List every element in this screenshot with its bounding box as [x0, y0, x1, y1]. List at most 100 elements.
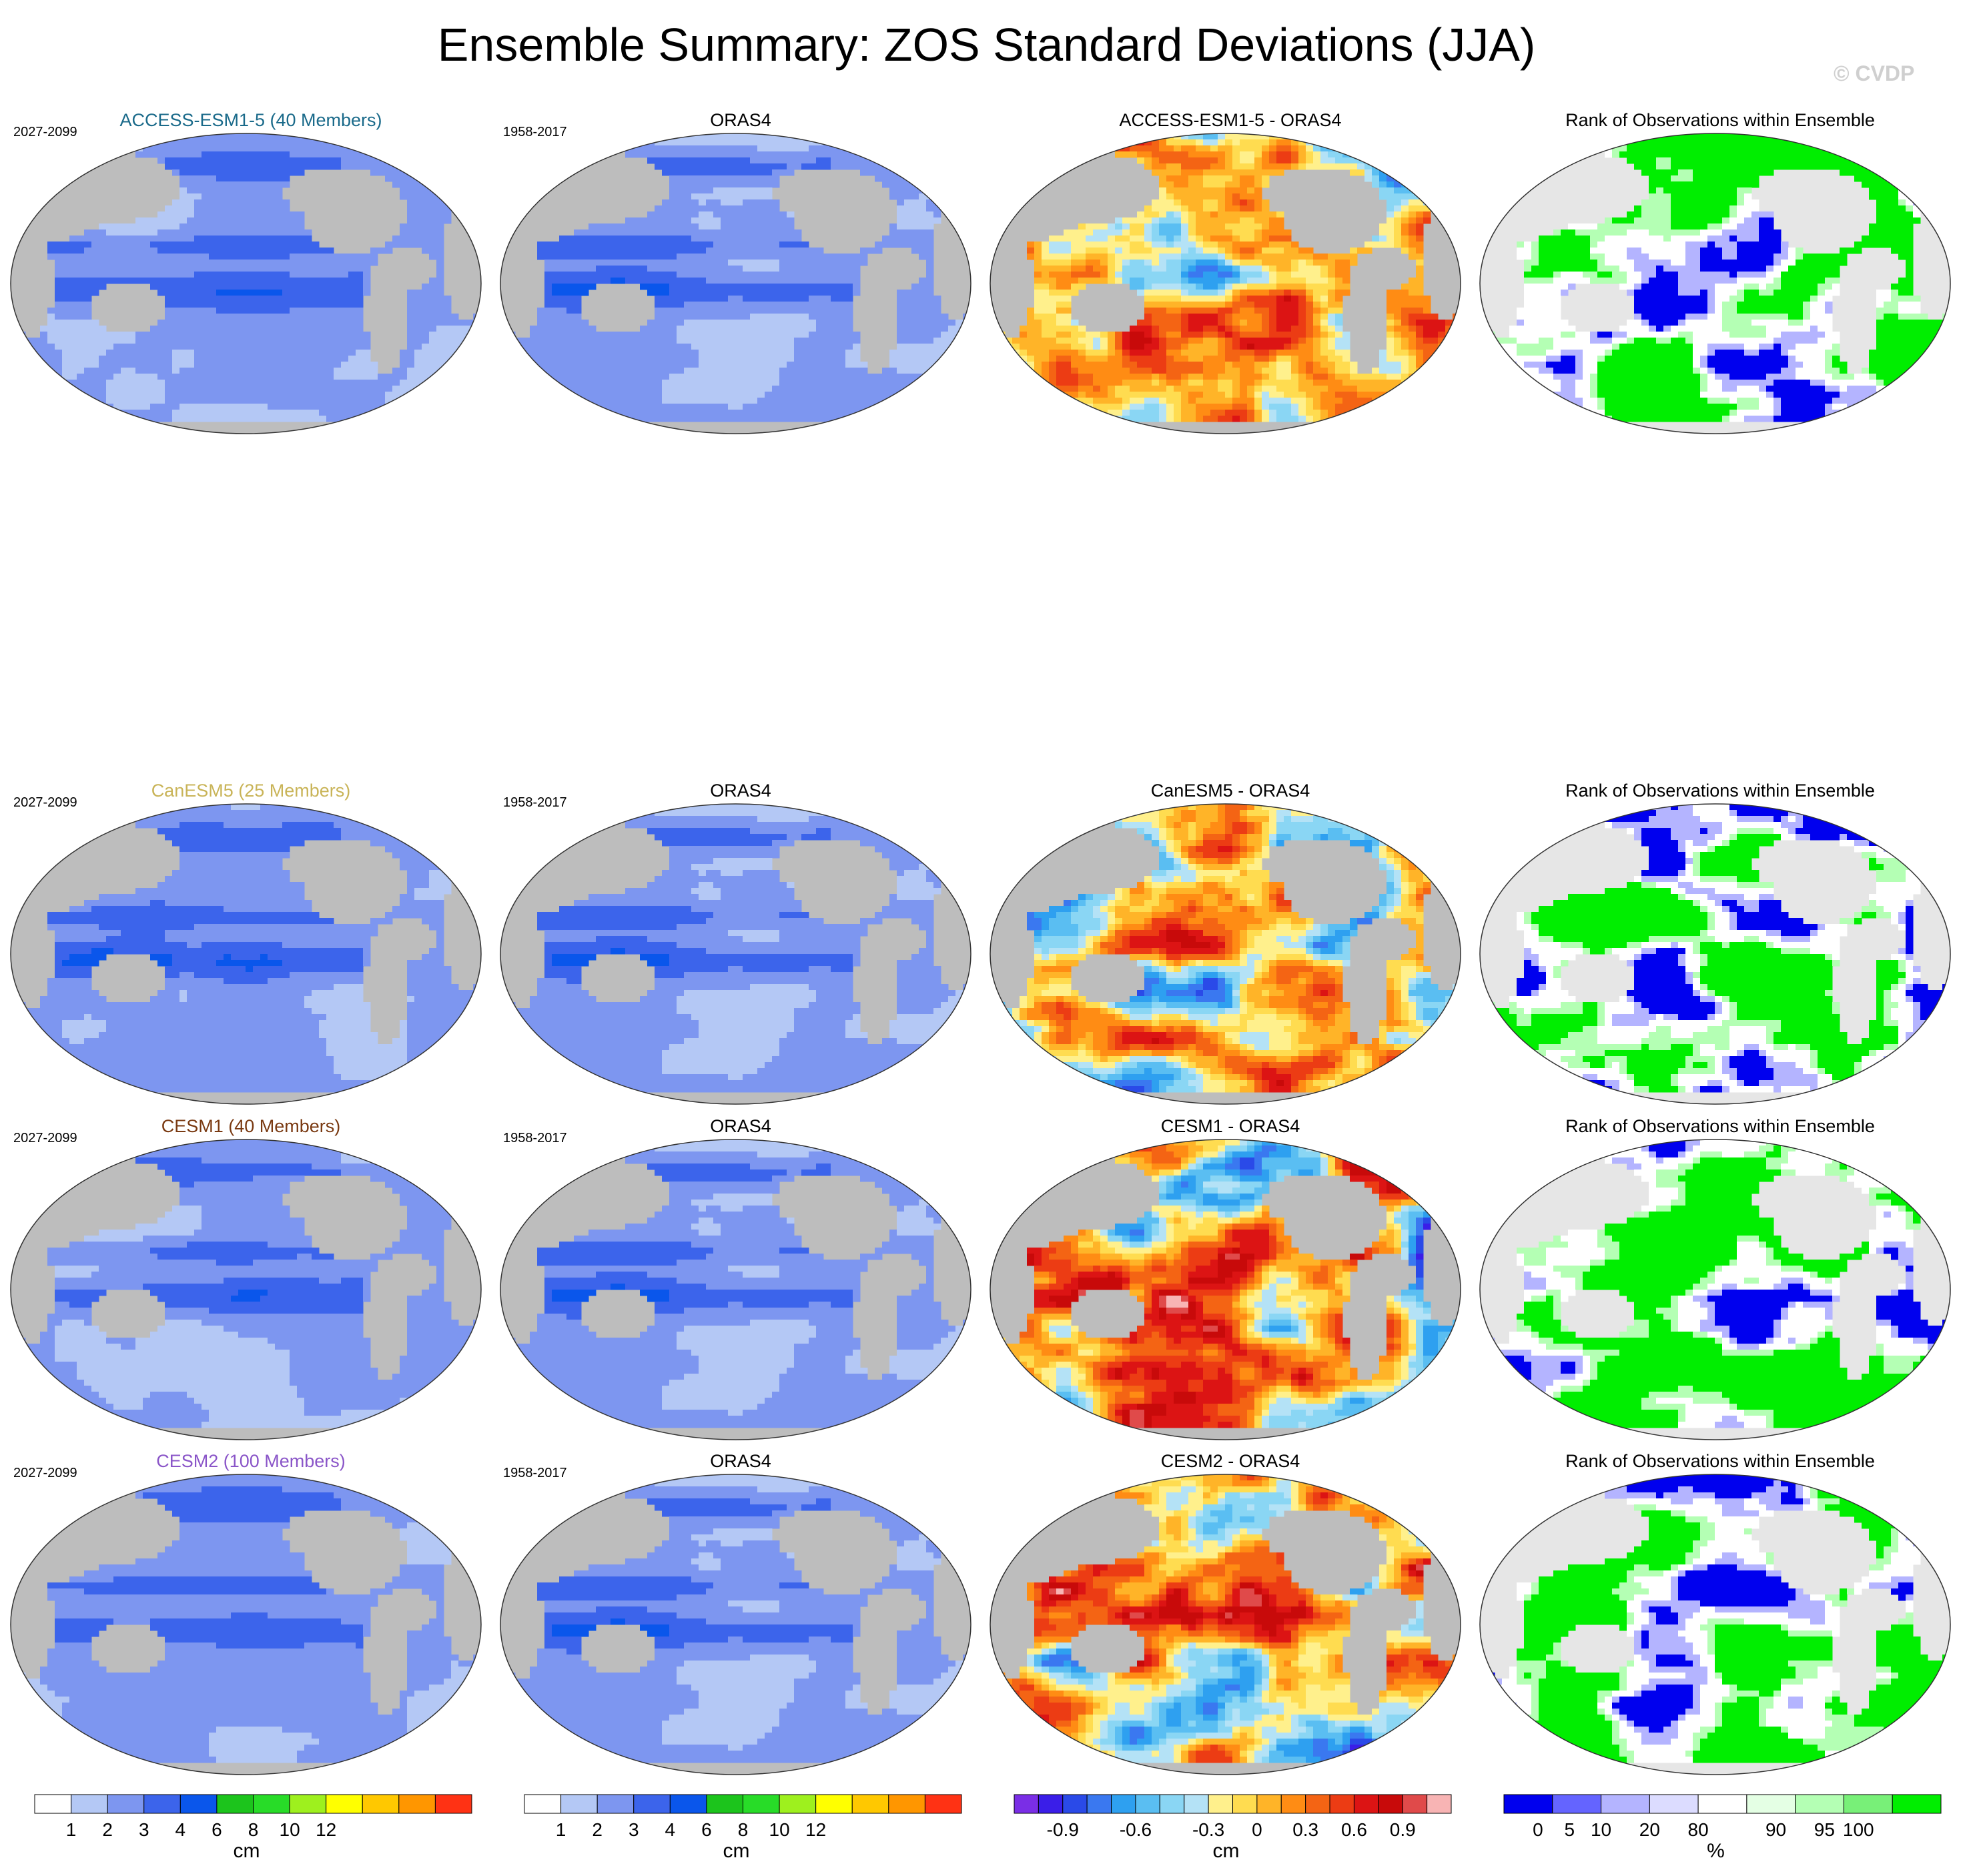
obs-panel-title: ORAS4: [500, 779, 981, 802]
colorbar-swatch: [326, 1794, 363, 1814]
model-panel-period: 2027-2099: [13, 1130, 77, 1146]
obs-panel-period: 1958-2017: [503, 1465, 567, 1481]
model-panel-map: [10, 1139, 482, 1440]
colorbar-swatch: [253, 1794, 290, 1814]
colorbar-unit: %: [1707, 1840, 1725, 1862]
obs-panel-title: ORAS4: [500, 109, 981, 131]
colorbar-tick-label: 6: [212, 1819, 222, 1840]
colorbar-swatch: [597, 1794, 635, 1814]
diff-panel-title: CESM1 - ORAS4: [990, 1115, 1471, 1137]
colorbar-tick-label: 0.9: [1390, 1819, 1416, 1840]
rank-panel-map: [1479, 133, 1951, 434]
colorbar-swatch: [1184, 1794, 1209, 1814]
rank-panel-map: [1479, 1474, 1951, 1775]
colorbar-swatch: [289, 1794, 327, 1814]
colorbar-swatch: [1892, 1794, 1942, 1814]
colorbar-tick-label: 8: [248, 1819, 259, 1840]
obs-panel-period: 1958-2017: [503, 795, 567, 811]
diff-panel-title: CESM2 - ORAS4: [990, 1450, 1471, 1472]
colorbar-tick-label: 80: [1688, 1819, 1709, 1840]
colorbar-tick-label: 0: [1533, 1819, 1543, 1840]
diff-panel-title: ACCESS-ESM1-5 - ORAS4: [990, 109, 1471, 131]
map-field: [11, 1139, 481, 1440]
colorbar-unit: cm: [1213, 1840, 1240, 1862]
colorbar-swatch: [888, 1794, 925, 1814]
page-title: Ensemble Summary: ZOS Standard Deviation…: [0, 15, 1973, 75]
obs-panel-title: ORAS4: [500, 1115, 981, 1137]
colorbar-tick-label: 8: [738, 1819, 749, 1840]
colorbar-tick-label: 10: [280, 1819, 300, 1840]
colorbar-tick-label: -0.6: [1120, 1819, 1152, 1840]
colorbar-tick-label: 3: [629, 1819, 639, 1840]
colorbar-tick-label: 0.6: [1341, 1819, 1367, 1840]
colorbar-swatch: [1795, 1794, 1844, 1814]
colorbar-swatch: [216, 1794, 254, 1814]
colorbar-tick-label: 20: [1639, 1819, 1660, 1840]
rank-panel-title: Rank of Observations within Ensemble: [1480, 779, 1960, 802]
colorbar-swatch: [1746, 1794, 1796, 1814]
obs-panel-period: 1958-2017: [503, 1130, 567, 1146]
colorbar-swatch: [1014, 1794, 1039, 1814]
diff-panel-map: [990, 803, 1461, 1105]
colorbar-swatch: [1353, 1794, 1379, 1814]
colorbar-tick-label: 3: [139, 1819, 149, 1840]
diff-panel-map: [990, 1139, 1461, 1440]
map-field: [1480, 1474, 1950, 1775]
colorbar-swatch: [362, 1794, 400, 1814]
colorbar-swatch: [1601, 1794, 1650, 1814]
colorbar-tick-label: 4: [175, 1819, 186, 1840]
model-panel-title: CanESM5 (25 Members): [11, 779, 491, 802]
map-field: [500, 1139, 971, 1440]
colorbar-swatch: [779, 1794, 817, 1814]
map-field: [990, 1139, 1461, 1440]
rank-panel-title: Rank of Observations within Ensemble: [1480, 1115, 1960, 1137]
map-field: [1480, 1139, 1950, 1440]
colorbar-tick-label: -0.9: [1047, 1819, 1079, 1840]
colorbar-swatch: [924, 1794, 962, 1814]
colorbar-swatch: [1232, 1794, 1258, 1814]
rank-panel-map: [1479, 1139, 1951, 1440]
map-field: [11, 804, 481, 1104]
colorbar-tick-label: 12: [805, 1819, 826, 1840]
colorbar-swatch: [71, 1794, 108, 1814]
model-panel-map: [10, 803, 482, 1105]
colorbar-tick-label: 4: [665, 1819, 676, 1840]
colorbar-swatch: [1378, 1794, 1403, 1814]
map-field: [990, 804, 1461, 1104]
model-panel-period: 2027-2099: [13, 1465, 77, 1481]
colorbar-swatch: [143, 1794, 181, 1814]
cvdp-watermark: © CVDP: [1834, 61, 1914, 86]
colorbar-swatch: [434, 1794, 472, 1814]
model-panel-title: CESM2 (100 Members): [11, 1450, 491, 1472]
colorbar-diff: -0.9 -0.6 -0.3 0 0.3 0.6 0.9 cm: [1014, 1794, 1452, 1862]
colorbar-swatch: [560, 1794, 598, 1814]
colorbar-swatch: [669, 1794, 707, 1814]
colorbar-swatch: [1402, 1794, 1428, 1814]
rank-panel-map: [1479, 803, 1951, 1105]
colorbar-tick-label: 2: [592, 1819, 603, 1840]
model-panel-title: CESM1 (40 Members): [11, 1115, 491, 1137]
model-panel-title: ACCESS-ESM1-5 (40 Members): [11, 109, 491, 131]
map-field: [990, 133, 1461, 434]
colorbar-swatch: [524, 1794, 562, 1814]
colorbar-swatch: [1280, 1794, 1306, 1814]
obs-panel-map: [500, 803, 971, 1105]
colorbar-swatch: [1256, 1794, 1282, 1814]
colorbar-swatch: [1503, 1794, 1553, 1814]
colorbar-tick-label: 95: [1814, 1819, 1835, 1840]
colorbar-unit: cm: [723, 1840, 750, 1862]
map-field: [1480, 133, 1950, 434]
colorbar-swatch: [1208, 1794, 1234, 1814]
colorbar-tick-label: 1: [556, 1819, 566, 1840]
colorbar-swatch: [706, 1794, 743, 1814]
colorbar-tick-label: 12: [316, 1819, 336, 1840]
colorbar-tick-label: 0.3: [1292, 1819, 1318, 1840]
colorbar-swatch: [743, 1794, 780, 1814]
colorbar-tick-label: 100: [1843, 1819, 1874, 1840]
model-panel-period: 2027-2099: [13, 124, 77, 140]
colorbar-tick-label: 2: [102, 1819, 113, 1840]
model-panel-period: 2027-2099: [13, 795, 77, 811]
colorbar-swatch: [851, 1794, 889, 1814]
diff-panel-map: [990, 133, 1461, 434]
